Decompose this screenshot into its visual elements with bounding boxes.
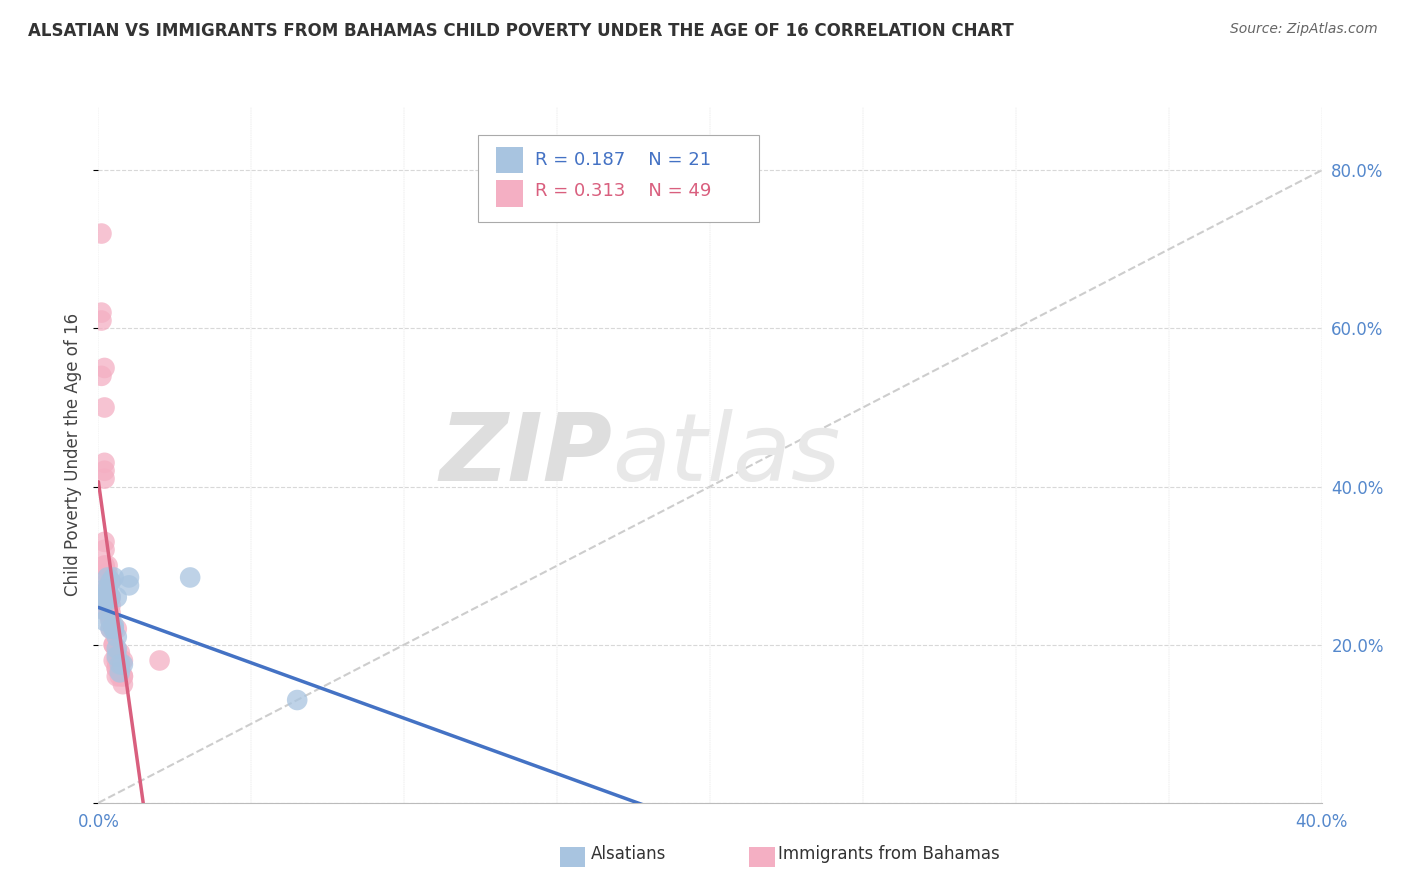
Point (105, 669, 128, 683)
Point (100, 574, 122, 589)
Point (100, 606, 122, 620)
Point (93, 401, 115, 415)
Point (93, 582, 115, 597)
Point (90, 305, 112, 319)
Point (103, 622, 125, 636)
Point (100, 614, 122, 628)
Point (100, 598, 122, 612)
Point (103, 570, 125, 584)
Point (111, 677, 134, 691)
Point (97, 582, 120, 597)
Point (108, 653, 131, 667)
Text: ZIP: ZIP (439, 409, 612, 501)
Point (103, 638, 125, 652)
Point (97, 574, 120, 589)
Point (97, 558, 120, 573)
Point (105, 661, 128, 675)
Point (90, 591, 112, 605)
Text: R = 0.313    N = 49: R = 0.313 N = 49 (536, 182, 711, 200)
Point (97, 591, 120, 605)
Point (149, 653, 172, 667)
FancyBboxPatch shape (496, 146, 523, 173)
Point (97, 594, 120, 608)
Text: R = 0.187    N = 21: R = 0.187 N = 21 (536, 151, 711, 169)
FancyBboxPatch shape (478, 135, 759, 222)
Point (111, 669, 134, 683)
Point (108, 646, 131, 660)
Text: ALSATIAN VS IMMIGRANTS FROM BAHAMAS CHILD POVERTY UNDER THE AGE OF 16 CORRELATIO: ALSATIAN VS IMMIGRANTS FROM BAHAMAS CHIL… (28, 22, 1014, 40)
Point (93, 594, 115, 608)
Point (93, 464, 115, 478)
Text: Alsatians: Alsatians (591, 845, 666, 863)
Y-axis label: Child Poverty Under the Age of 16: Child Poverty Under the Age of 16 (65, 313, 83, 597)
Point (118, 570, 141, 584)
Text: Immigrants from Bahamas: Immigrants from Bahamas (778, 845, 1000, 863)
Point (103, 618, 125, 632)
Point (93, 456, 115, 470)
Point (90, 368, 112, 383)
Point (97, 606, 120, 620)
Point (97, 598, 120, 612)
Point (93, 360, 115, 375)
Point (90, 602, 112, 616)
Point (105, 591, 128, 605)
Point (93, 534, 115, 549)
FancyBboxPatch shape (496, 180, 523, 207)
Point (97, 591, 120, 605)
Point (97, 570, 120, 584)
Point (93, 614, 115, 628)
Point (105, 649, 128, 664)
Point (108, 657, 131, 672)
Point (285, 693, 308, 707)
Point (105, 653, 128, 667)
Point (93, 542, 115, 557)
Point (105, 641, 128, 656)
Point (100, 622, 122, 636)
Point (103, 638, 125, 652)
Point (118, 578, 141, 592)
Point (105, 661, 128, 675)
Point (100, 614, 122, 628)
Point (90, 313, 112, 327)
Text: Source: ZipAtlas.com: Source: ZipAtlas.com (1230, 22, 1378, 37)
Point (103, 653, 125, 667)
Point (100, 574, 122, 589)
Point (97, 582, 120, 597)
Point (108, 661, 131, 675)
Point (100, 591, 122, 605)
Point (93, 472, 115, 486)
Point (93, 558, 115, 573)
Point (97, 586, 120, 600)
Point (179, 570, 201, 584)
Point (90, 227, 112, 241)
Point (111, 657, 134, 672)
Point (103, 622, 125, 636)
Point (108, 661, 131, 675)
Point (105, 630, 128, 644)
Point (100, 622, 122, 636)
Point (100, 591, 122, 605)
Point (103, 622, 125, 636)
Point (108, 661, 131, 675)
Point (93, 558, 115, 573)
Text: atlas: atlas (612, 409, 841, 500)
Point (97, 582, 120, 597)
Point (108, 669, 131, 683)
Point (111, 653, 134, 667)
Point (111, 669, 134, 683)
Point (97, 566, 120, 581)
Point (105, 646, 128, 660)
Point (105, 622, 128, 636)
Point (108, 665, 131, 680)
